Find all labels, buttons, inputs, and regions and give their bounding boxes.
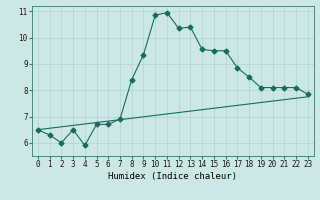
X-axis label: Humidex (Indice chaleur): Humidex (Indice chaleur) xyxy=(108,172,237,181)
